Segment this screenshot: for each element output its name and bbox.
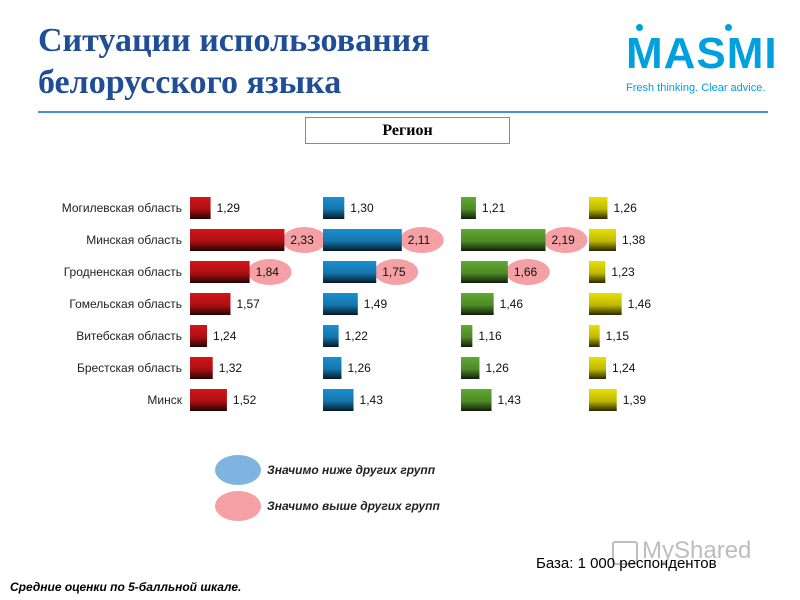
bar <box>190 325 208 347</box>
data-label: 1,39 <box>623 393 647 407</box>
bar <box>461 229 546 251</box>
data-label: 2,33 <box>290 233 314 247</box>
highlight-ellipse <box>505 259 550 285</box>
category-label: Гродненская область <box>64 265 182 279</box>
data-label: 1,22 <box>345 329 369 343</box>
bar <box>589 293 622 315</box>
title-line-2: белорусского языка <box>38 64 342 101</box>
category-label: Гомельская область <box>69 297 182 311</box>
bar <box>461 261 508 283</box>
watermark-text: MyShared <box>642 537 752 564</box>
bar-chart: Могилевская область Минская область Гродне… <box>62 197 652 411</box>
title-line-1: Ситуации использования <box>38 22 430 59</box>
data-label: 1,46 <box>500 297 524 311</box>
data-label: 1,30 <box>350 201 374 215</box>
bar <box>589 357 607 379</box>
bar <box>190 229 285 251</box>
bar <box>323 357 342 379</box>
bar <box>589 197 608 219</box>
bar <box>589 229 616 251</box>
category-label: Могилевская область <box>62 201 182 215</box>
data-label: 2,19 <box>551 233 575 247</box>
data-label: 1,75 <box>382 265 406 279</box>
bar <box>190 293 231 315</box>
data-label: 1,24 <box>612 361 636 375</box>
highlight-ellipse <box>247 259 292 285</box>
bar <box>323 261 377 283</box>
legend-low-marker <box>215 455 261 485</box>
bar <box>190 197 211 219</box>
base-text: База: 1 000 респондентов <box>536 555 717 572</box>
bar <box>323 229 402 251</box>
watermark-icon <box>612 541 638 565</box>
legend-low-label: Значимо ниже других групп <box>267 463 436 477</box>
highlight-ellipse <box>282 227 327 253</box>
category-label: Брестская область <box>77 361 182 375</box>
data-label: 1,24 <box>213 329 237 343</box>
data-label: 1,21 <box>482 201 506 215</box>
bar <box>323 293 358 315</box>
bar <box>190 261 250 283</box>
footnote: Средние оценки по 5-балльной шкале. <box>10 580 242 594</box>
title-divider <box>38 111 768 113</box>
logo-dot-left <box>636 24 643 31</box>
bar <box>461 197 476 219</box>
data-label: 1,23 <box>611 265 635 279</box>
masmi-logo: MASMI Fresh thinking. Clear advice. <box>622 24 777 96</box>
bar <box>589 325 600 347</box>
bar <box>323 197 345 219</box>
logo-tagline: Fresh thinking. Clear advice. <box>626 82 766 94</box>
data-label: 2,11 <box>408 233 431 247</box>
bar <box>589 389 617 411</box>
bar <box>323 325 339 347</box>
category-label: Витебская область <box>76 329 182 343</box>
bar <box>323 389 354 411</box>
data-label: 1,49 <box>364 297 388 311</box>
data-label: 1,84 <box>256 265 280 279</box>
bar <box>190 357 213 379</box>
data-label: 1,26 <box>613 201 637 215</box>
data-label: 1,57 <box>236 297 260 311</box>
logo-wordmark: MASMI <box>626 29 778 78</box>
category-label: Минск <box>147 393 182 407</box>
data-label: 1,15 <box>606 329 630 343</box>
data-label: 1,38 <box>622 233 646 247</box>
watermark: MyShared <box>612 535 772 575</box>
bar <box>190 389 227 411</box>
highlight-ellipse <box>543 227 588 253</box>
data-label: 1,26 <box>485 361 509 375</box>
data-label: 1,66 <box>514 265 538 279</box>
legend-high-label: Значимо выше других групп <box>267 499 440 513</box>
highlight-ellipse <box>374 259 419 285</box>
data-label: 1,43 <box>498 393 522 407</box>
bar <box>461 293 494 315</box>
data-label: 1,26 <box>347 361 371 375</box>
bar <box>461 357 480 379</box>
legend-high-marker <box>215 491 261 521</box>
region-label: Регион <box>305 117 510 144</box>
bar <box>461 325 473 347</box>
data-label: 1,43 <box>360 393 384 407</box>
bar <box>589 261 606 283</box>
page-title: Ситуации использования белорусского язык… <box>38 20 430 104</box>
data-label: 1,29 <box>217 201 241 215</box>
data-label: 1,52 <box>233 393 257 407</box>
category-label: Минская область <box>86 233 182 247</box>
data-label: 1,32 <box>219 361 243 375</box>
logo-dot-right <box>725 24 732 31</box>
highlight-ellipse <box>399 227 444 253</box>
data-label: 1,46 <box>628 297 652 311</box>
bar <box>461 389 492 411</box>
data-label: 1,16 <box>478 329 502 343</box>
